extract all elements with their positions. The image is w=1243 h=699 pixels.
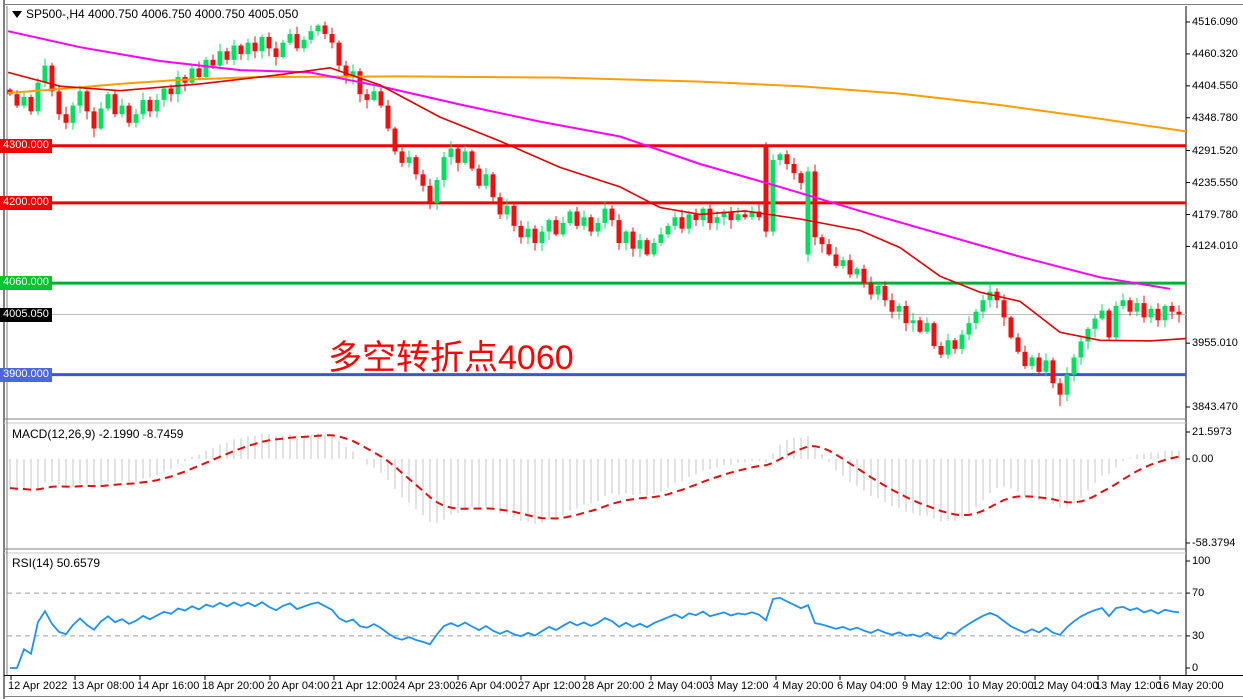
price-badge-4300: 4300.000 (0, 138, 52, 153)
rsi-line (10, 596, 1180, 669)
price-badge-4200: 4200.000 (0, 195, 52, 210)
time-axis-label: 10 May 20:00 (967, 680, 1034, 692)
price-badge-4060: 4060.000 (0, 276, 52, 291)
time-axis-label: 6 May 04:00 (837, 680, 898, 692)
axis-ticks (10, 21, 1190, 680)
time-axis-label: 24 Apr 23:00 (393, 680, 456, 692)
price-badge-4005.05: 4005.050 (0, 307, 52, 322)
macd-name: MACD(12,26,9) (12, 427, 96, 441)
rsi-panel[interactable] (7, 554, 1186, 674)
rsi (7, 592, 1186, 669)
price-tick-label: 4348.780 (1192, 111, 1238, 124)
time-axis-label: 9 May 12:00 (902, 680, 963, 692)
rsi-title: RSI(14) 50.6579 (12, 556, 100, 570)
macd (9, 433, 1180, 524)
time-axis-label: 13 Apr 08:00 (72, 680, 135, 692)
annotation-text[interactable]: 多空转折点4060 (328, 339, 574, 377)
rsi-axis-label: 100 (1192, 555, 1211, 567)
candles (7, 21, 1182, 407)
panel-frames (4, 6, 1243, 697)
macd-axis-label: -58.3794 (1192, 537, 1236, 549)
price-tick-label: 3955.010 (1192, 337, 1238, 350)
macd-value: -2.1990 (98, 427, 140, 441)
rsi-name: RSI(14) (12, 556, 54, 570)
time-axis-label: 27 Apr 12:00 (518, 680, 581, 692)
price-tick-label: 4179.780 (1192, 208, 1238, 221)
macd-axis-label: 0.00 (1192, 453, 1214, 465)
time-axis-label: 28 Apr 20:00 (582, 680, 645, 692)
ma-mid-magenta (7, 30, 1171, 290)
time-axis-label: 18 Apr 20:00 (202, 680, 265, 692)
moving-averages (7, 30, 1187, 342)
main-chart-area[interactable] (7, 6, 1186, 418)
time-axis-label: 13 May 12:00 (1095, 680, 1162, 692)
macd-title: MACD(12,26,9) -2.1990 -8.7459 (12, 427, 183, 441)
macd-panel[interactable] (7, 424, 1186, 547)
macd-axis-label: 21.5973 (1192, 426, 1232, 438)
time-axis-label: 26 Apr 04:00 (455, 680, 518, 692)
chart-title: SP500-,H4 4000.750 4006.750 4000.750 400… (26, 7, 299, 21)
rsi-axis-label: 30 (1192, 629, 1205, 642)
time-axis-label: 12 May 04:00 (1032, 680, 1099, 692)
ma-fast-red (7, 66, 1187, 342)
time-axis-label: 4 May 20:00 (773, 680, 834, 692)
symbol-dropdown-icon[interactable] (12, 11, 22, 18)
macd-signal-value: -8.7459 (142, 427, 184, 441)
price-tick-label: 4235.550 (1192, 176, 1238, 189)
rsi-axis-label: 70 (1192, 587, 1205, 600)
price-tick-label: 4291.520 (1192, 144, 1238, 157)
time-axis-label: 12 Apr 2022 (8, 680, 68, 692)
window-left-border (3, 0, 5, 699)
macd-signal-line (9, 434, 1180, 520)
price-tick-label: 4516.090 (1192, 16, 1238, 28)
time-axis-label: 14 Apr 16:00 (137, 680, 200, 692)
ma-slow-orange (7, 75, 1187, 133)
window-top-border (3, 4, 1243, 5)
price-tick-label: 4404.550 (1192, 79, 1238, 92)
time-axis-label: 20 Apr 04:00 (267, 680, 330, 692)
time-axis-label: 16 May 20:00 (1157, 680, 1224, 692)
time-axis-label: 21 Apr 12:00 (331, 680, 394, 692)
horizontal-lines (7, 144, 1186, 377)
time-axis-label: 3 May 12:00 (708, 680, 769, 692)
rsi-value: 50.6579 (56, 556, 101, 570)
price-tick-label: 4460.320 (1192, 47, 1238, 60)
price-badge-3900: 3900.000 (0, 367, 52, 382)
price-tick-label: 3843.470 (1192, 401, 1238, 413)
price-tick-label: 4124.010 (1192, 240, 1238, 253)
rsi-axis-label: 0 (1192, 662, 1199, 674)
time-axis-label: 2 May 04:00 (648, 680, 709, 692)
